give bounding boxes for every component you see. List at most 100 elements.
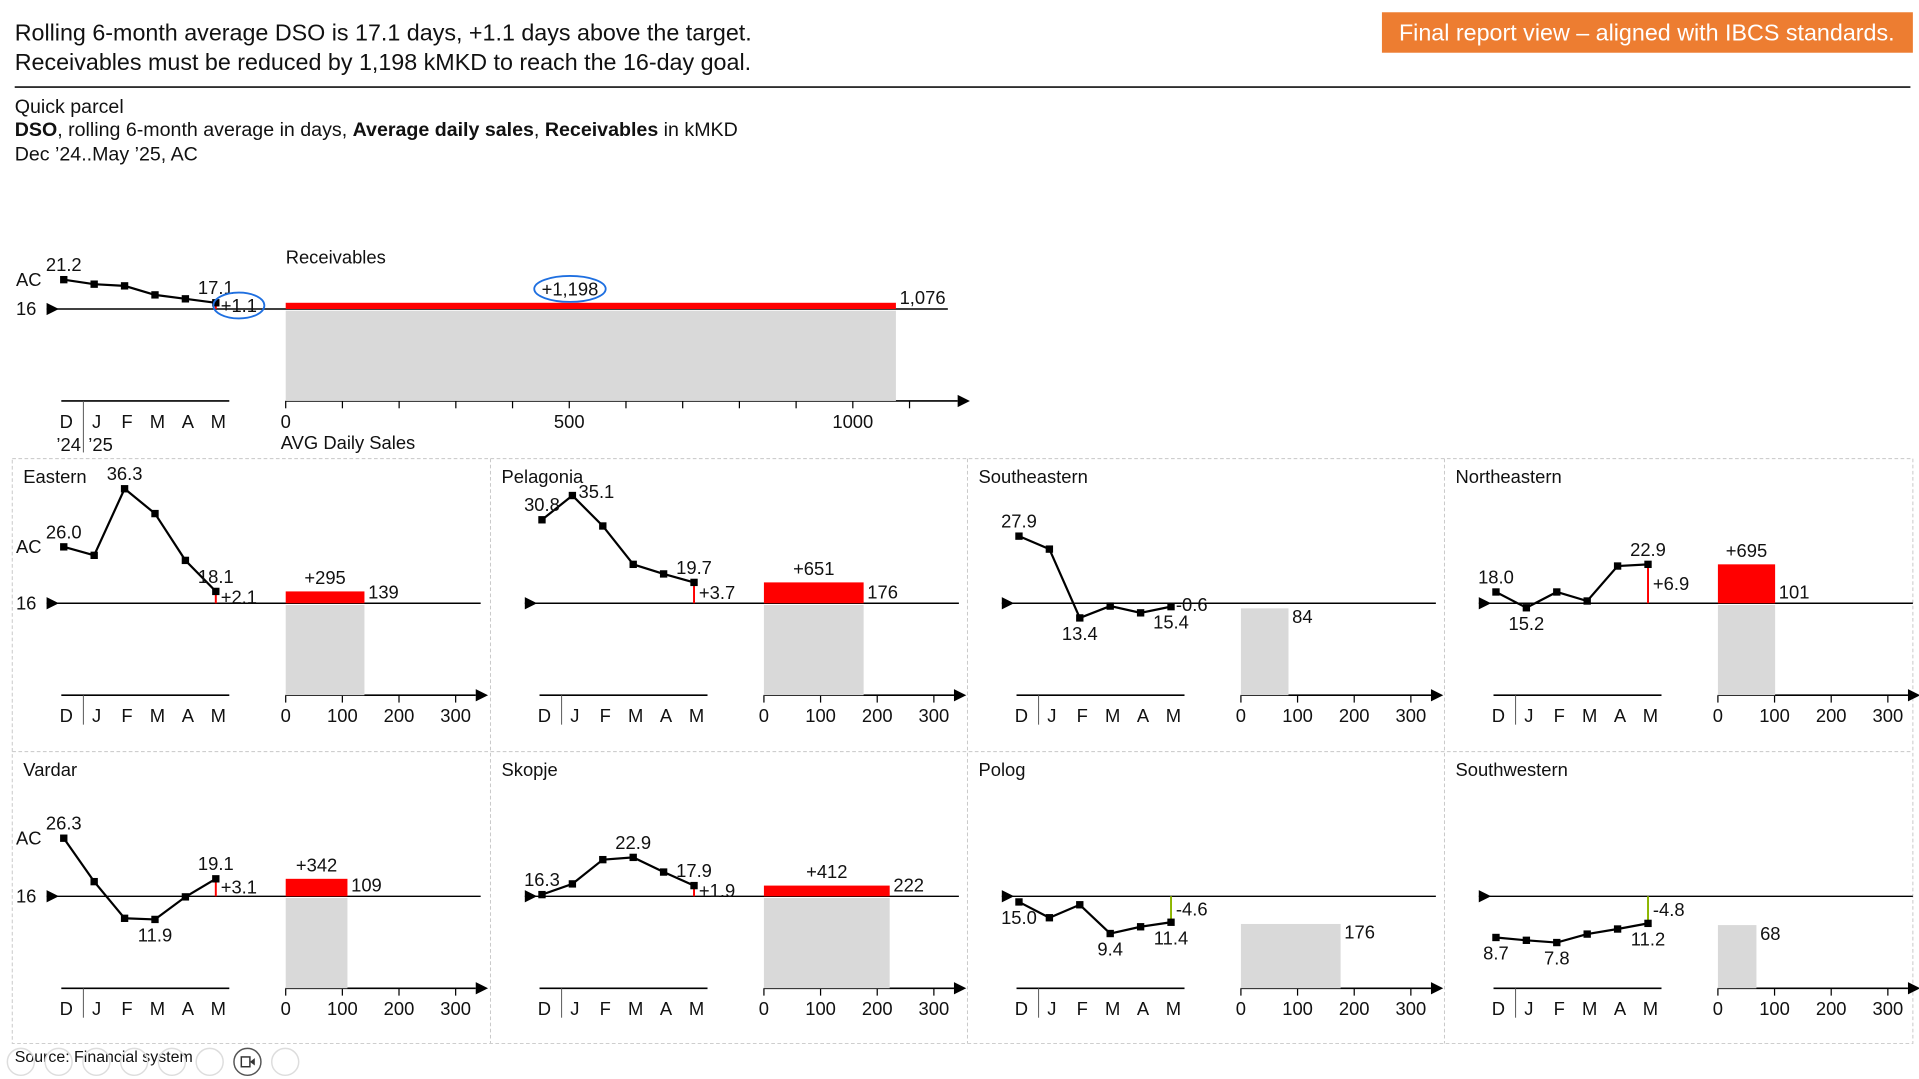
variance-days-label: +6.9 — [1653, 573, 1689, 594]
axis-arrow-icon — [475, 689, 489, 702]
axis-tick-label: 0 — [281, 998, 291, 1019]
dso-data-label: 16.3 — [524, 869, 560, 890]
dso-line — [63, 487, 217, 593]
subtitle-measures: DSO, rolling 6-month average in days, Av… — [15, 119, 738, 141]
month-label: M — [689, 998, 704, 1019]
camera-icon[interactable] — [233, 1047, 262, 1077]
dso-marker — [599, 855, 607, 864]
axis-tick-label: 100 — [327, 998, 358, 1019]
dso-marker — [1106, 929, 1114, 938]
receivables-variance-bar — [285, 302, 896, 309]
month-label: M — [1105, 998, 1120, 1019]
dso-marker — [60, 834, 68, 842]
receivables-target-bar — [1717, 925, 1757, 989]
target-arrow-icon — [1001, 890, 1015, 903]
target-arrow-icon — [46, 597, 59, 610]
receivables-target-bar — [763, 604, 864, 696]
axis-tick-label: 500 — [554, 411, 585, 432]
target-arrow-icon — [524, 890, 538, 903]
variance-days-label: +1.1 — [221, 295, 257, 316]
month-label: F — [600, 998, 611, 1019]
axis-arrow-icon — [475, 982, 489, 995]
dso-marker — [1613, 562, 1622, 570]
receivables-target-bar — [1240, 923, 1341, 989]
receivables-variance-label: +412 — [806, 861, 847, 882]
badge-background — [1381, 12, 1913, 53]
receivables-variance-bar — [285, 591, 365, 604]
dso-data-label: 15.2 — [1508, 613, 1544, 634]
axis-tick-label: 200 — [862, 705, 893, 726]
dso-data-label: 9.4 — [1097, 939, 1123, 960]
month-label: A — [660, 998, 673, 1019]
dso-marker — [1015, 898, 1023, 906]
axis-tick-label: 0 — [281, 411, 291, 432]
month-label: A — [182, 705, 195, 726]
month-label: D — [1015, 998, 1028, 1019]
panel-title: Northeastern — [1455, 466, 1561, 487]
dso-marker — [181, 893, 190, 901]
dso-data-label: 21.2 — [46, 254, 82, 275]
month-label: M — [628, 705, 643, 726]
month-label: F — [1077, 998, 1088, 1019]
subtitle-segment: , rolling 6-month average in days, — [57, 119, 352, 141]
highlight-ellipse — [533, 275, 607, 303]
dso-data-label: 17.1 — [198, 277, 234, 298]
axis-tick-label: 300 — [1873, 998, 1904, 1019]
dso-marker — [1015, 532, 1023, 540]
axis-tick-label: 200 — [384, 998, 415, 1019]
dso-marker — [90, 877, 98, 886]
month-label: J — [570, 998, 579, 1019]
previous-icon[interactable] — [6, 1047, 36, 1077]
month-label: M — [150, 998, 165, 1019]
badge-text: Final report view – aligned with IBCS st… — [1399, 19, 1895, 45]
dso-marker — [1136, 609, 1145, 617]
highlight-ellipse — [212, 291, 266, 320]
headline-line-1: Rolling 6-month average DSO is 17.1 days… — [15, 19, 752, 45]
dso-marker — [538, 890, 546, 899]
dso-marker — [1492, 933, 1500, 942]
more-icon[interactable] — [270, 1047, 300, 1077]
axis-tick-label: 100 — [327, 705, 358, 726]
dso-marker — [568, 880, 577, 888]
slides-icon[interactable] — [119, 1047, 149, 1077]
receivables-target-bar — [1717, 604, 1776, 696]
dso-marker — [1583, 597, 1591, 605]
variance-days-label: +3.1 — [221, 877, 257, 898]
panel-title: Skopje — [502, 759, 558, 780]
month-label: J — [92, 998, 101, 1019]
dso-marker — [1522, 604, 1531, 612]
dso-marker — [90, 551, 98, 559]
dso-data-label: 22.9 — [1630, 539, 1666, 560]
subtitle-segment: DSO — [15, 119, 58, 141]
panels-border — [11, 458, 1914, 1044]
axis-tick-label: 300 — [919, 998, 950, 1019]
subtitle-segment: Receivables — [545, 119, 658, 141]
target-arrow-icon — [524, 597, 538, 610]
next-icon[interactable] — [44, 1047, 73, 1077]
axis-tick-label: 0 — [759, 998, 769, 1019]
scenario-label: AC — [16, 827, 42, 848]
dso-marker — [1583, 930, 1591, 938]
dso-marker — [181, 295, 190, 303]
axis-tick-label: 200 — [1339, 998, 1370, 1019]
dso-marker — [120, 282, 129, 290]
month-label: D — [60, 998, 73, 1019]
subtitles-icon[interactable] — [195, 1047, 224, 1077]
dso-marker — [181, 556, 190, 565]
month-label: A — [1614, 705, 1627, 726]
zoom-icon[interactable] — [157, 1047, 187, 1077]
dso-line — [541, 494, 695, 584]
avg-daily-sales-label: 68 — [1760, 923, 1780, 944]
month-label: M — [689, 705, 704, 726]
dso-marker — [151, 291, 159, 299]
panel-title: Eastern — [23, 466, 86, 487]
avg-daily-sales-label: 222 — [893, 874, 924, 895]
pen-icon[interactable] — [82, 1047, 111, 1077]
dso-marker — [1106, 602, 1114, 610]
month-label: A — [182, 411, 195, 432]
dso-line — [1018, 535, 1172, 620]
month-label: J — [1524, 998, 1533, 1019]
axis-tick-label: 300 — [919, 705, 950, 726]
axis-tick-label: 300 — [440, 998, 471, 1019]
dso-marker — [90, 280, 98, 288]
